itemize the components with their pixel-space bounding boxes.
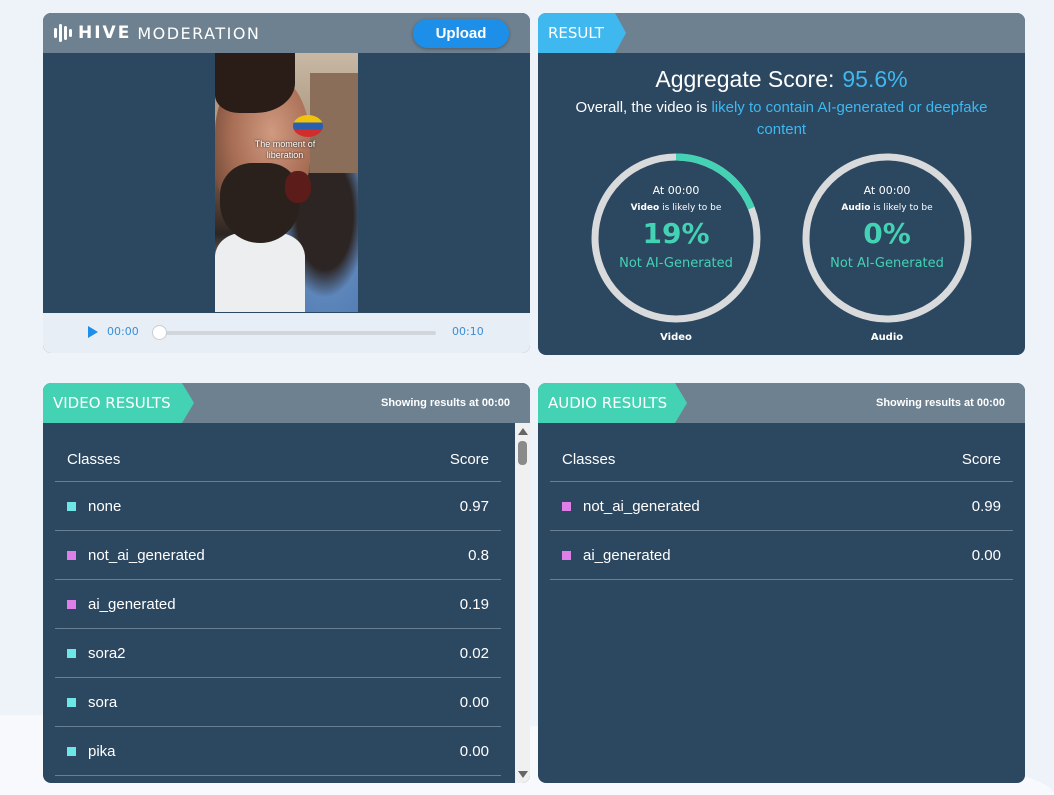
- video-showing-results: Showing results at 00:00: [381, 397, 510, 409]
- result-header: RESULT: [538, 13, 1025, 53]
- class-score: 0.19: [459, 595, 489, 613]
- play-icon[interactable]: [88, 326, 98, 338]
- scroll-thumb[interactable]: [518, 441, 527, 465]
- table-header: Classes Score: [550, 438, 1013, 482]
- scroll-down-icon[interactable]: [518, 771, 528, 778]
- aggregate-score: Aggregate Score: 95.6%: [538, 66, 1025, 93]
- table-row: sora2 0.02: [55, 629, 501, 678]
- video-results-table: Classes Score none 0.97 not_ai_generated 0.…: [55, 438, 501, 776]
- brand-name-light: MODERATION: [137, 23, 261, 43]
- class-score: 0.00: [459, 693, 489, 711]
- audio-results-table: Classes Score not_ai_generated 0.99 ai_gen…: [550, 438, 1013, 580]
- table-row: sora 0.00: [55, 678, 501, 727]
- video-caption: The moment of liberation: [254, 139, 316, 160]
- class-score: 0.00: [459, 742, 489, 760]
- audio-results-tag: AUDIO RESULTS: [538, 383, 687, 423]
- video-gauge-caption: Video is likely to be: [630, 203, 722, 213]
- aggregate-label: Aggregate Score:: [655, 66, 835, 92]
- hive-logo: HIVE MODERATION: [54, 13, 260, 53]
- class-color-swatch: [67, 746, 76, 756]
- audio-gauge: At 00:00 Audio is likely to be 0% Not AI…: [801, 13, 973, 343]
- current-time: 00:00: [107, 325, 139, 338]
- audio-gauge-ring: [802, 153, 972, 323]
- player-controls: 00:00 00:10: [43, 313, 530, 353]
- col-classes: Classes: [67, 451, 121, 468]
- class-color-swatch: [562, 501, 571, 511]
- class-name: sora: [88, 693, 118, 711]
- video-gauge-verdict: Not AI-Generated: [619, 256, 733, 271]
- video-area[interactable]: The moment of liberation: [43, 53, 530, 313]
- result-title: RESULT: [548, 24, 604, 42]
- table-row: ai_generated 0.00: [550, 531, 1013, 580]
- col-score: Score: [961, 451, 1001, 468]
- audio-gauge-caption: Audio is likely to be: [841, 203, 933, 213]
- audio-results-header: AUDIO RESULTS Showing results at 00:00: [538, 383, 1025, 423]
- end-time: 00:10: [452, 325, 484, 338]
- class-score: 0.00: [971, 546, 1001, 564]
- player-header: HIVE MODERATION Upload: [43, 13, 530, 53]
- result-panel: RESULT Aggregate Score: 95.6% Overall, th…: [538, 13, 1025, 355]
- video-results-tag: VIDEO RESULTS: [43, 383, 194, 423]
- table-row: none 0.97: [55, 482, 501, 531]
- scrollbar[interactable]: [515, 423, 530, 783]
- upload-button[interactable]: Upload: [413, 19, 509, 48]
- class-name: ai_generated: [88, 595, 176, 613]
- video-gauge-label: Video: [660, 332, 692, 343]
- video-results-panel: VIDEO RESULTS Showing results at 00:00 C…: [43, 383, 530, 783]
- class-name: ai_generated: [583, 546, 671, 564]
- result-tag: RESULT: [538, 13, 626, 53]
- brand-name-bold: HIVE: [78, 23, 132, 43]
- audio-gauge-verdict: Not AI-Generated: [830, 256, 944, 271]
- class-color-swatch: [562, 550, 571, 560]
- col-score: Score: [449, 451, 489, 468]
- video-gauge-ring: [591, 153, 761, 323]
- overall-summary: Overall, the video is likely to contain …: [553, 97, 1010, 141]
- table-header: Classes Score: [55, 438, 501, 482]
- audio-gauge-label: Audio: [870, 332, 904, 343]
- class-color-swatch: [67, 550, 76, 560]
- class-score: 0.02: [459, 644, 489, 662]
- overall-prefix: Overall, the video is: [575, 99, 712, 116]
- video-results-title: VIDEO RESULTS: [53, 394, 171, 412]
- video-gauge-percent: 19%: [642, 217, 710, 250]
- class-color-swatch: [67, 599, 76, 609]
- seek-track[interactable]: [160, 331, 436, 335]
- overall-highlight: likely to contain AI-generated or deepfa…: [711, 99, 988, 138]
- video-frame[interactable]: The moment of liberation: [215, 53, 358, 312]
- class-name: none: [88, 497, 122, 515]
- video-results-header: VIDEO RESULTS Showing results at 00:00: [43, 383, 530, 423]
- class-name: not_ai_generated: [583, 497, 700, 515]
- class-score: 0.97: [459, 497, 489, 515]
- class-name: not_ai_generated: [88, 546, 205, 564]
- table-row: ai_generated 0.19: [55, 580, 501, 629]
- col-classes: Classes: [562, 451, 616, 468]
- table-row: not_ai_generated 0.99: [550, 482, 1013, 531]
- seek-thumb[interactable]: [152, 325, 167, 340]
- hive-logo-icon: [54, 24, 72, 42]
- video-player-panel: HIVE MODERATION Upload The moment of lib…: [43, 13, 530, 353]
- audio-gauge-percent: 0%: [863, 217, 911, 250]
- class-name: sora2: [88, 644, 126, 662]
- scroll-up-icon[interactable]: [518, 428, 528, 435]
- class-name: pika: [88, 742, 116, 760]
- table-row: not_ai_generated 0.8: [55, 531, 501, 580]
- audio-gauge-time: At 00:00: [863, 184, 911, 197]
- class-score: 0.99: [971, 497, 1001, 515]
- table-row: pika 0.00: [55, 727, 501, 776]
- video-gauge-time: At 00:00: [652, 184, 700, 197]
- class-score: 0.8: [468, 546, 489, 564]
- audio-showing-results: Showing results at 00:00: [876, 397, 1005, 409]
- class-color-swatch: [67, 501, 76, 511]
- video-gauge: At 00:00 Video is likely to be 19% Not A…: [590, 13, 762, 343]
- class-color-swatch: [67, 697, 76, 707]
- aggregate-value: 95.6%: [842, 66, 908, 92]
- class-color-swatch: [67, 648, 76, 658]
- audio-results-title: AUDIO RESULTS: [548, 394, 668, 412]
- audio-results-panel: AUDIO RESULTS Showing results at 00:00 C…: [538, 383, 1025, 783]
